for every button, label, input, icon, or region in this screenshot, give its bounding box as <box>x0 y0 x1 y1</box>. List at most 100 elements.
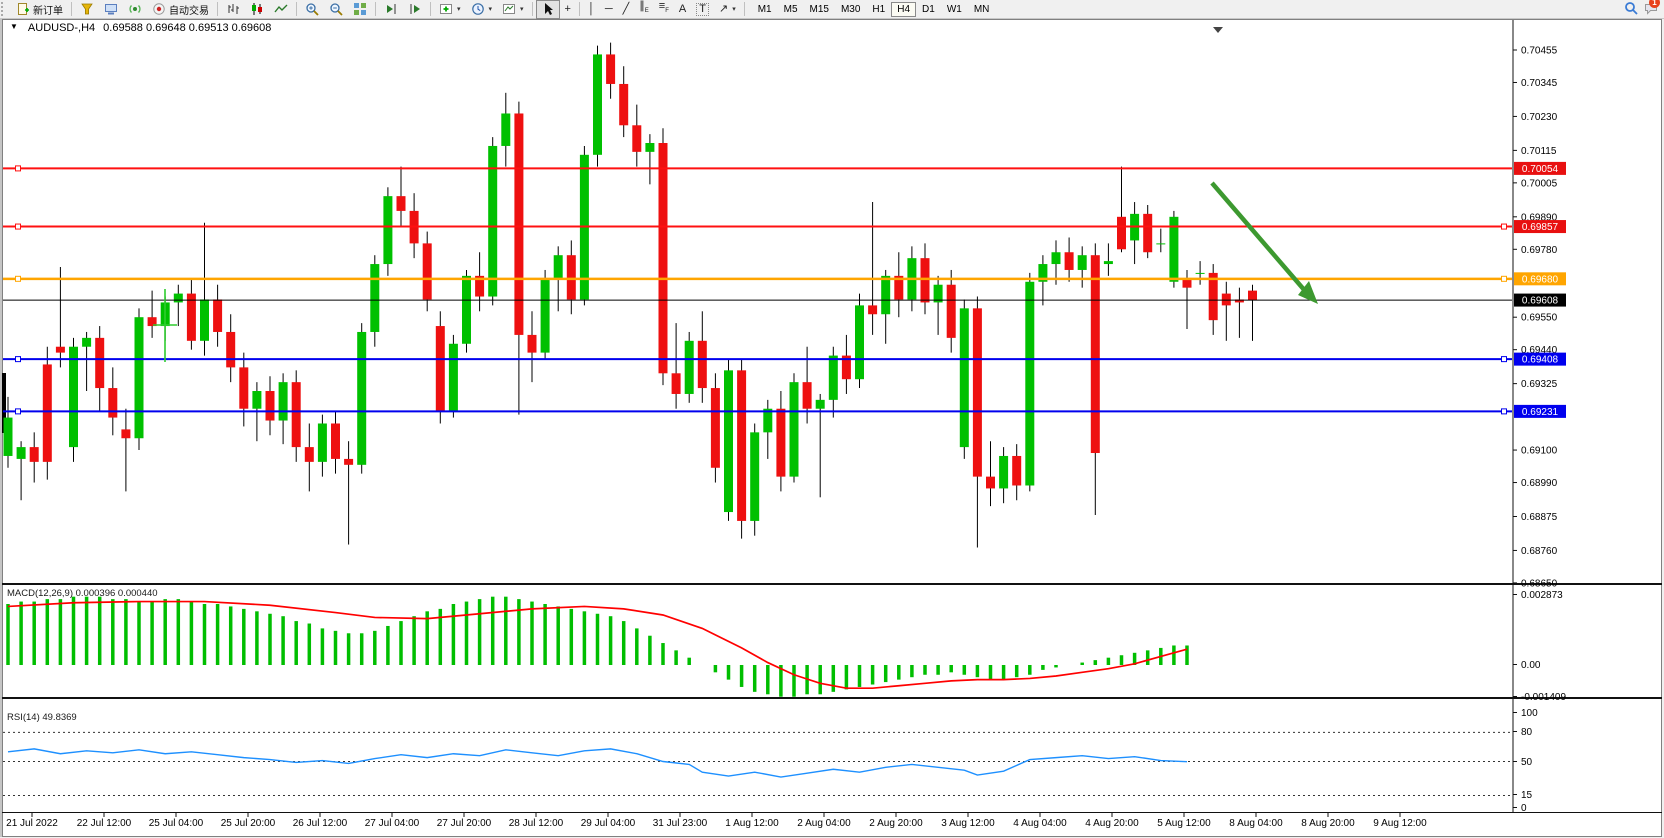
hline-handle[interactable] <box>1501 223 1507 230</box>
bar-chart-button[interactable] <box>221 0 245 19</box>
timeframe-D1[interactable]: D1 <box>916 2 941 17</box>
hline-handle[interactable] <box>15 165 21 172</box>
price-tick-label: 0.69780 <box>1521 245 1558 256</box>
date-label: 8 Aug 20:00 <box>1301 818 1355 829</box>
down-arrow-annotation[interactable] <box>1210 181 1308 294</box>
down-arrow-head <box>1298 281 1318 304</box>
hline-handle[interactable] <box>15 356 21 363</box>
vertical-line-button[interactable]: │ <box>587 2 595 15</box>
candle-chart-button[interactable] <box>245 0 269 19</box>
trendline-button[interactable]: ╱ <box>622 2 630 15</box>
candle-body <box>475 275 485 297</box>
macd-bar <box>150 601 154 665</box>
rsi-indicator-label: RSI(14) 49.8369 <box>7 712 77 723</box>
timeframe-M5[interactable]: M5 <box>778 2 804 17</box>
timeframe-M30[interactable]: M30 <box>835 2 866 17</box>
macd-bar <box>897 665 901 680</box>
price-flag-label: 0.69231 <box>1522 407 1559 418</box>
macd-bar <box>359 633 364 665</box>
channel-button[interactable]: ∥E <box>639 0 649 15</box>
hline-handle[interactable] <box>1501 408 1507 415</box>
macd-bar <box>621 621 626 665</box>
timeframe-MN[interactable]: MN <box>968 2 996 17</box>
macd-bar <box>176 599 181 665</box>
search-button[interactable] <box>1624 1 1638 18</box>
line-chart-button[interactable] <box>269 0 293 19</box>
candle-body <box>304 447 314 462</box>
timeframe-M15[interactable]: M15 <box>804 2 835 17</box>
macd-bar <box>451 604 456 665</box>
timeframe-H1[interactable]: H1 <box>866 2 891 17</box>
candle-body <box>1156 243 1166 245</box>
date-label: 5 Aug 12:00 <box>1157 818 1211 829</box>
period-button[interactable]: ▾ <box>466 0 498 19</box>
horizontal-line-button[interactable]: ─ <box>604 2 613 15</box>
template-button[interactable]: ▾ <box>497 0 529 19</box>
macd-bar <box>674 650 678 665</box>
crosshair-button[interactable]: + <box>564 2 571 15</box>
hline-handle[interactable] <box>1501 275 1507 282</box>
main-toolbar: 新订单 自动交易 ▾ ▾ ▾ + │ ─ ╱ ∥E ≡F A T ↗ ▾ M1 M5 M15 M30 H1 H4 D1 W1… <box>0 0 1664 19</box>
tile-icon <box>354 3 366 15</box>
hline-handle[interactable] <box>1501 356 1507 363</box>
symbol-dropdown-icon[interactable]: ▼ <box>10 22 18 31</box>
macd-bar <box>988 665 993 680</box>
macd-bar <box>6 604 10 665</box>
new-order-button[interactable]: 新订单 <box>11 0 68 19</box>
timeframe-group: M1 M5 M15 M30 H1 H4 D1 W1 MN <box>752 1 996 17</box>
price-flag <box>1514 220 1566 234</box>
terminal-button[interactable] <box>99 0 123 19</box>
macd-bar <box>608 616 613 665</box>
shapes-button[interactable]: ↗ ▾ <box>718 2 736 15</box>
hline-handle[interactable] <box>15 275 21 282</box>
price-flag-label: 0.69857 <box>1522 222 1559 233</box>
text-button[interactable]: A <box>678 2 687 15</box>
hline-handle[interactable] <box>15 223 21 230</box>
timeframe-H4[interactable]: H4 <box>891 1 917 17</box>
macd-bar <box>320 628 325 665</box>
chart-shift-icon <box>410 4 420 14</box>
cursor-button[interactable] <box>535 0 560 19</box>
shift-marker-icon[interactable] <box>1213 27 1223 33</box>
date-label: 2 Aug 20:00 <box>869 818 923 829</box>
candle-body <box>606 54 616 84</box>
timeframe-W1[interactable]: W1 <box>941 2 968 17</box>
macd-bar <box>1054 665 1058 668</box>
date-label: 22 Jul 12:00 <box>77 818 132 829</box>
toolbar-separator <box>71 2 72 16</box>
toolbar-separator <box>743 2 745 16</box>
macd-bar <box>19 601 23 665</box>
macd-bar <box>202 604 207 665</box>
autotrade-button[interactable]: 自动交易 <box>147 0 214 19</box>
signals-button[interactable] <box>123 0 147 19</box>
chart-shift-button[interactable] <box>403 0 427 19</box>
charts-profile-button[interactable] <box>75 0 99 19</box>
price-tick-label: 0.70115 <box>1521 146 1557 157</box>
zoom-in-button[interactable] <box>300 0 324 19</box>
chart-ohlc-values: 0.69588 0.69648 0.69513 0.69608 <box>103 22 272 34</box>
macd-bar <box>975 665 980 678</box>
macd-bar <box>818 665 822 695</box>
macd-bar <box>163 599 167 665</box>
text-label-button[interactable]: T <box>691 0 714 19</box>
hline-handle[interactable] <box>15 408 21 415</box>
notifications-button[interactable]: 1 <box>1644 0 1660 18</box>
macd-bar <box>923 665 927 675</box>
add-indicator-button[interactable]: ▾ <box>434 0 466 19</box>
bar-chart-icon <box>228 4 239 14</box>
timeframe-M1[interactable]: M1 <box>752 2 778 17</box>
macd-bar <box>687 657 691 665</box>
add-indicator-icon <box>440 4 452 14</box>
toolbar-separator <box>578 2 580 16</box>
candle-body <box>422 243 432 300</box>
rsi-axis-label: 50 <box>1521 757 1533 768</box>
price-flag <box>1514 293 1566 307</box>
tile-windows-button[interactable] <box>348 0 372 19</box>
price-tick-label: 0.70005 <box>1521 178 1558 189</box>
candle-body <box>252 391 262 409</box>
zoom-out-button[interactable] <box>324 0 348 19</box>
auto-scroll-button[interactable] <box>379 0 403 19</box>
fibonacci-button[interactable]: ≡F <box>658 0 669 15</box>
macd-bar <box>294 621 298 665</box>
